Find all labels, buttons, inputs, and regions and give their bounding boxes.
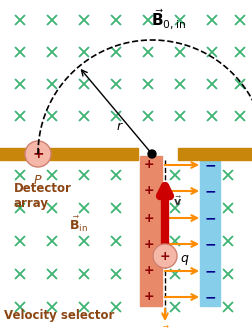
- Text: −: −: [204, 264, 216, 278]
- Text: +: +: [143, 184, 154, 197]
- Text: +: +: [143, 212, 154, 224]
- Text: +: +: [143, 237, 154, 251]
- Text: +: +: [143, 291, 154, 303]
- Text: Detector
array: Detector array: [14, 181, 72, 211]
- Text: −: −: [204, 237, 216, 251]
- Bar: [0, 148, 138, 160]
- Text: +: +: [160, 250, 170, 262]
- Text: $q$: $q$: [180, 253, 190, 267]
- Bar: [140, 156, 162, 306]
- Circle shape: [25, 141, 51, 167]
- Text: −: −: [204, 184, 216, 198]
- Bar: [200, 156, 220, 306]
- Text: $\vec{\mathbf{v}}$: $\vec{\mathbf{v}}$: [173, 194, 182, 208]
- Text: $r$: $r$: [116, 119, 124, 133]
- Text: +: +: [32, 147, 44, 161]
- Text: $\vec{\mathbf{B}}_{0,\mathrm{in}}$: $\vec{\mathbf{B}}_{0,\mathrm{in}}$: [150, 8, 185, 32]
- Text: $P$: $P$: [33, 174, 43, 187]
- Text: −: −: [204, 158, 216, 172]
- Circle shape: [148, 150, 156, 158]
- Text: $\vec{\mathbf{B}}_{\mathrm{in}}$: $\vec{\mathbf{B}}_{\mathrm{in}}$: [69, 214, 87, 234]
- Text: −: −: [204, 211, 216, 225]
- Text: +: +: [143, 264, 154, 277]
- Text: +: +: [143, 158, 154, 172]
- Bar: [178, 148, 252, 160]
- Text: −: −: [204, 290, 216, 304]
- Text: Velocity selector: Velocity selector: [4, 310, 114, 322]
- Circle shape: [153, 244, 177, 268]
- Text: $\vec{\mathbf{E}}$: $\vec{\mathbf{E}}$: [160, 326, 170, 328]
